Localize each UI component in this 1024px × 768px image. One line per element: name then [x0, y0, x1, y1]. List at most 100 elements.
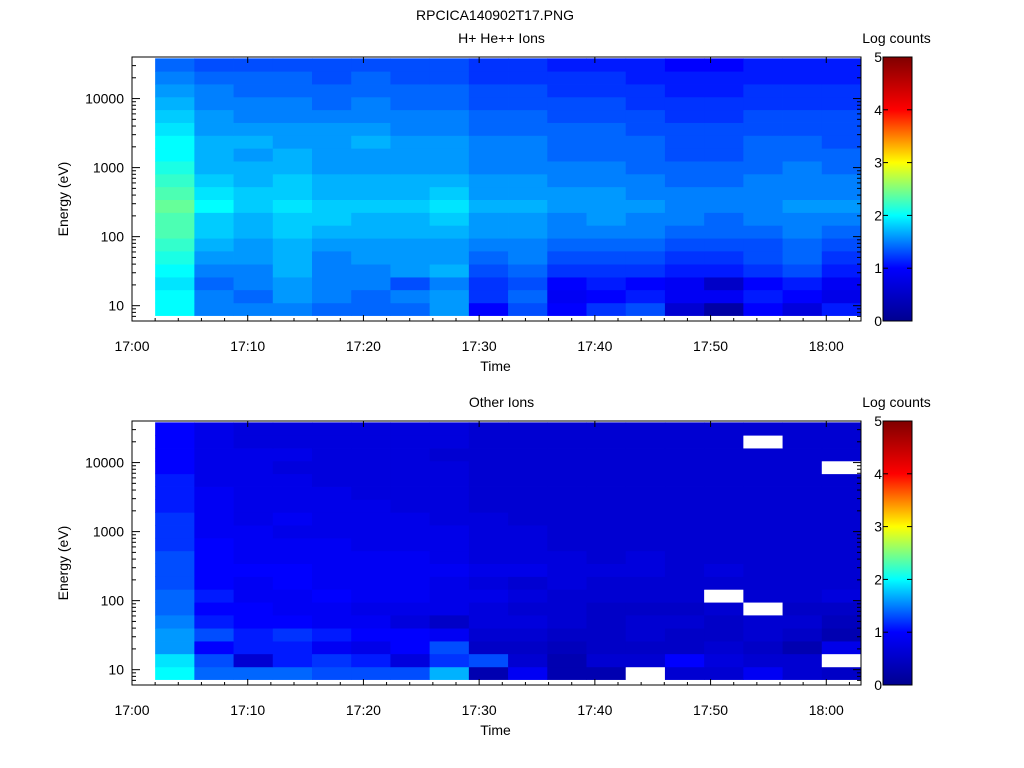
heatmap-cell [194, 109, 234, 123]
x-tick-label: 17:40 [577, 338, 612, 354]
heatmap-cell [155, 550, 195, 564]
heatmap-cell [468, 148, 509, 162]
heatmap-cell [233, 289, 274, 304]
heatmap-cell [390, 537, 431, 552]
heatmap-cell [547, 225, 587, 239]
heatmap-cell [586, 435, 627, 449]
heatmap-cell [155, 84, 195, 98]
heatmap-cell [704, 550, 744, 564]
heatmap-cell [704, 212, 744, 226]
heatmap-cell [586, 512, 627, 526]
heatmap-cell [351, 225, 391, 239]
heatmap-cell [625, 460, 666, 475]
heatmap-cell [586, 576, 627, 590]
heatmap-cell [468, 512, 509, 526]
heatmap-cell [390, 614, 431, 629]
heatmap-cell [468, 435, 509, 449]
heatmap-cell [821, 199, 862, 213]
heatmap-cell [272, 602, 313, 616]
heatmap-cell [782, 641, 823, 655]
heatmap-cell [625, 499, 666, 513]
heatmap-cell [743, 71, 783, 85]
heatmap-cell [429, 238, 470, 252]
heatmap-cell [821, 238, 862, 252]
heatmap-cell [547, 499, 587, 513]
heatmap-cell [468, 161, 509, 175]
heatmap-cell [155, 628, 195, 642]
heatmap-cell [429, 277, 470, 291]
heatmap-cell [586, 225, 627, 239]
heatmap-cell [508, 109, 548, 123]
heatmap-cell [155, 473, 195, 487]
heatmap-cell [194, 199, 234, 213]
heatmap-cell [468, 277, 509, 291]
heatmap-cell [782, 264, 823, 278]
heatmap-cell [782, 628, 823, 642]
heatmap-cell [351, 58, 391, 72]
heatmap-cell [312, 512, 352, 526]
heatmap-cell [272, 58, 313, 72]
heatmap-cell [782, 422, 823, 436]
heatmap-cell [390, 302, 431, 316]
heatmap-cell [821, 277, 862, 291]
heatmap-cell [704, 602, 744, 616]
heatmap-cell [547, 576, 587, 590]
heatmap-cell [821, 289, 862, 304]
heatmap-cell [508, 550, 548, 564]
heatmap-cell [468, 576, 509, 590]
heatmap-cell [625, 84, 666, 98]
heatmap-cell [312, 435, 352, 449]
heatmap-cell [351, 250, 391, 265]
heatmap-cell [586, 460, 627, 475]
heatmap-cell [664, 186, 705, 200]
heatmap-cell [586, 525, 627, 539]
heatmap-cell [625, 641, 666, 655]
heatmap-cell [312, 550, 352, 564]
heatmap-cell [233, 486, 274, 500]
heatmap-cell [194, 277, 234, 291]
heatmap-cell [390, 473, 431, 487]
heatmap-cell [194, 550, 234, 564]
heatmap-cell [586, 264, 627, 278]
heatmap-cell [312, 666, 352, 680]
heatmap-cell [468, 525, 509, 539]
heatmap-cell [468, 199, 509, 213]
heatmap-cell [312, 289, 352, 304]
heatmap-cell [508, 641, 548, 655]
heatmap-cell [508, 666, 548, 680]
heatmap-cell [155, 422, 195, 436]
heatmap-cell [429, 666, 470, 680]
heatmap-cell [547, 666, 587, 680]
plot-frame [131, 420, 862, 686]
heatmap-cell [743, 135, 783, 149]
colorbar-tick-label: 1 [874, 260, 882, 276]
heatmap-cell [194, 122, 234, 136]
heatmap-cell [821, 473, 862, 487]
heatmap-cell [468, 614, 509, 629]
heatmap-cell [547, 277, 587, 291]
heatmap-cell [704, 486, 744, 500]
heatmap-cell [312, 422, 352, 436]
heatmap-cell [547, 525, 587, 539]
heatmap-cell [351, 212, 391, 226]
heatmap-cell [468, 71, 509, 85]
heatmap-cell [586, 614, 627, 629]
heatmap-cell [743, 186, 783, 200]
heatmap-cell [821, 550, 862, 564]
heatmap-cell [547, 486, 587, 500]
heatmap-cell [664, 614, 705, 629]
heatmap-cell [390, 84, 431, 98]
heatmap-cell [233, 460, 274, 475]
heatmap-cell [664, 238, 705, 252]
heatmap-cell [272, 460, 313, 475]
heatmap-cell [272, 537, 313, 552]
heatmap-cell [390, 122, 431, 136]
heatmap-cell [704, 238, 744, 252]
heatmap-cell [351, 96, 391, 111]
heatmap-cell [155, 499, 195, 513]
heatmap-cell [625, 473, 666, 487]
heatmap-cell [664, 199, 705, 213]
heatmap-cell [194, 614, 234, 629]
heatmap-cell [429, 212, 470, 226]
